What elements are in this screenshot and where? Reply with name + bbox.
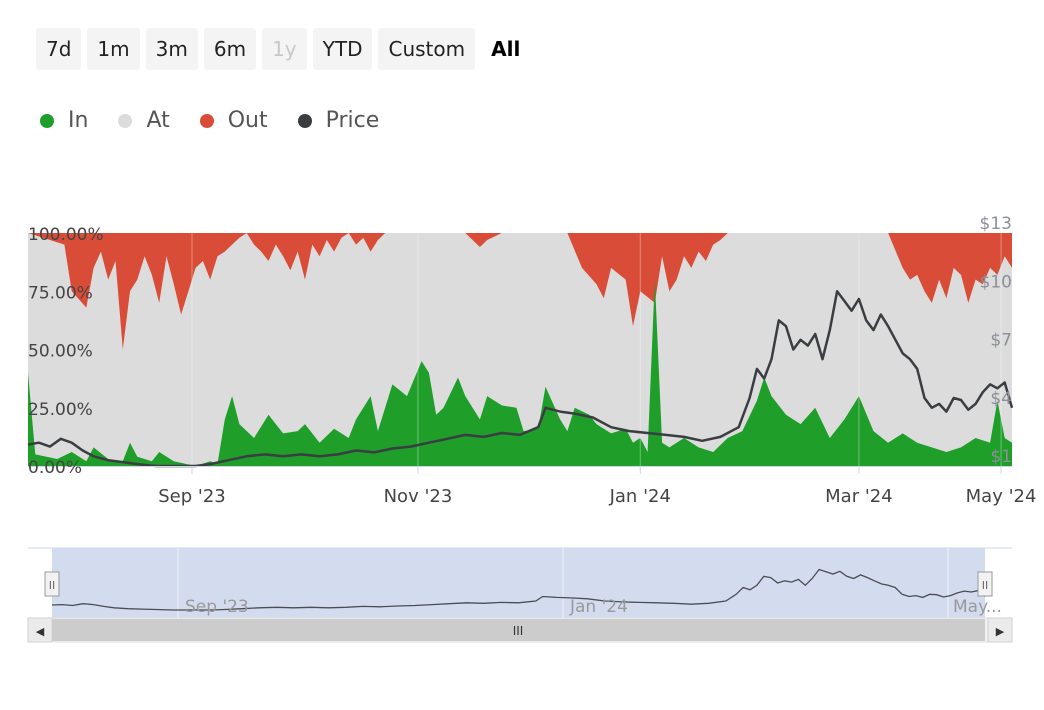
range-button-all[interactable]: All (491, 37, 521, 61)
navigator-left-handle[interactable] (44, 571, 60, 597)
y-left-tick-label: 0.00% (28, 458, 82, 478)
y-left-tick-label: 100.00% (28, 225, 104, 245)
y-right-tick-label: $10 (980, 272, 1012, 292)
legend-dot-icon (297, 113, 312, 128)
legend-item-price[interactable]: Price (297, 108, 380, 133)
y-right-tick-label: $13 (980, 214, 1012, 234)
legend-label: In (68, 108, 89, 133)
handle-grip-icon: II (49, 579, 56, 592)
legend-label: Out (227, 108, 268, 133)
x-tick-label: Jan '24 (609, 486, 671, 507)
scrollbar-left-button[interactable] (27, 617, 53, 643)
navigator-selected-range (52, 548, 985, 618)
x-tick-label: Mar '24 (825, 486, 893, 507)
legend-dot-icon (40, 113, 54, 128)
area-out (28, 233, 1012, 350)
range-selector: 7d 1m 3m 6m 1y YTD Custom All (36, 28, 530, 70)
chevron-left-icon: ◀ (36, 625, 45, 638)
navigator-x-label: Sep '23 (185, 597, 249, 617)
x-tick-label: Sep '23 (158, 486, 226, 507)
navigator[interactable]: Sep '23 Jan '24 May... II II ◀ ▶ III (0, 540, 1044, 650)
price-line (27, 290, 1014, 468)
legend-label: Price (325, 108, 380, 133)
range-button-custom[interactable]: Custom (378, 28, 476, 70)
navigator-x-label: May... (953, 597, 1002, 617)
range-button-1m[interactable]: 1m (87, 28, 140, 70)
scrollbar-thumb[interactable] (52, 619, 985, 641)
range-button-1y: 1y (262, 28, 307, 70)
y-right-tick-label: $4 (990, 389, 1012, 409)
scrollbar-right-button[interactable] (987, 617, 1013, 643)
legend-label: At (146, 108, 170, 133)
chart-legend: In At Out Price (40, 108, 379, 133)
area-in (28, 279, 1012, 466)
scrollbar-grip-icon: III (513, 624, 524, 638)
x-tick-label: Nov '23 (384, 486, 453, 507)
legend-item-at[interactable]: At (118, 108, 170, 133)
x-tick-label: May '24 (966, 486, 1037, 507)
range-button-6m[interactable]: 6m (203, 28, 257, 70)
legend-item-in[interactable]: In (40, 108, 88, 133)
navigator-price-line (51, 568, 986, 611)
range-button-ytd[interactable]: YTD (312, 28, 373, 70)
navigator-right-handle[interactable] (977, 571, 993, 597)
chevron-right-icon: ▶ (996, 625, 1005, 638)
y-left-tick-label: 50.00% (28, 342, 93, 362)
handle-grip-icon: II (982, 579, 989, 592)
range-button-7d[interactable]: 7d (36, 28, 82, 70)
legend-dot-icon (118, 113, 133, 128)
main-chart: Sep '23 Nov '23 Jan '24 Mar '24 May '24 0.00%… (27, 214, 1037, 507)
legend-dot-icon (199, 113, 214, 128)
navigator-x-label: Jan '24 (569, 597, 628, 617)
range-button-3m[interactable]: 3m (145, 28, 198, 70)
y-right-tick-label: $7 (990, 331, 1012, 351)
y-right-tick-label: $1 (990, 447, 1012, 467)
y-left-tick-label: 25.00% (28, 400, 93, 420)
legend-item-out[interactable]: Out (199, 108, 268, 133)
y-left-tick-label: 75.00% (28, 283, 93, 303)
